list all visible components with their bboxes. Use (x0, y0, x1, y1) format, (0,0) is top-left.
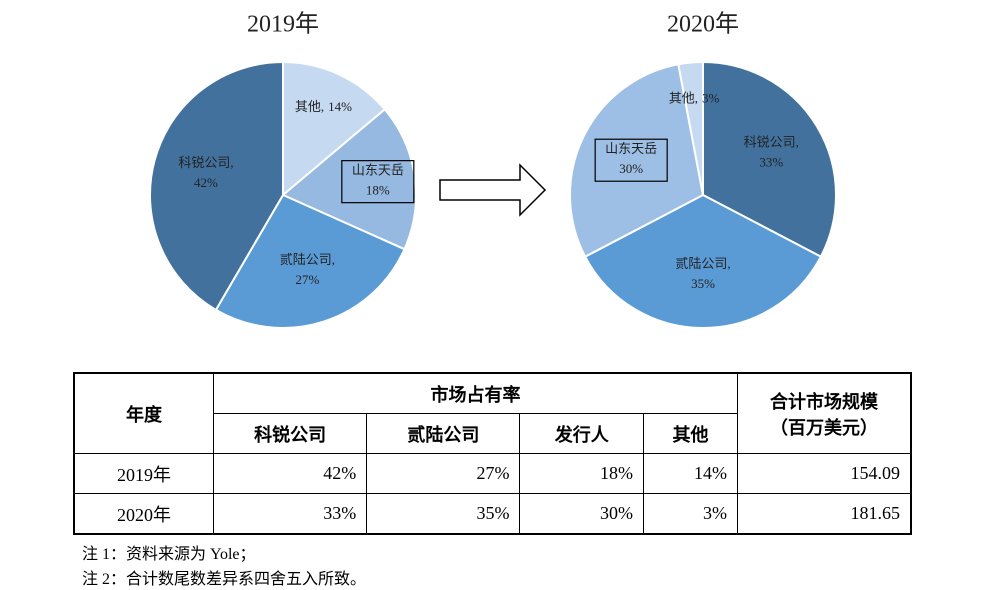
cell: 发行人 (519, 413, 645, 454)
cell: 贰陆公司 (366, 413, 521, 454)
text: 合计市场规模 (770, 391, 878, 413)
cell: 3% (643, 493, 738, 535)
label-box (341, 160, 415, 204)
pie-slice (677, 60, 704, 196)
category: 其他, (295, 99, 324, 114)
pie-slice (281, 107, 417, 251)
cell: 其他 (643, 413, 738, 454)
cell: 18% (519, 453, 645, 494)
category-label: 科锐公司, (744, 135, 799, 150)
slice-label: 其他, 3% (669, 91, 720, 106)
label-box (594, 138, 668, 182)
category: 其他, (669, 91, 698, 106)
cell: 30% (519, 493, 645, 535)
cell: 2019年 (73, 453, 214, 494)
category-label: 山东天岳 (605, 141, 657, 156)
category-label: 贰陆公司, (675, 256, 730, 271)
value-label: 18% (366, 183, 390, 198)
pie-slice (282, 60, 387, 198)
category-label: 贰陆公司, (280, 252, 335, 267)
pie-slice (702, 60, 837, 259)
cell: 14% (643, 453, 738, 494)
charts: 2019年 2020年 其他, 14% 山东天岳 18% 贰陆公司, 27% 科锐公司, 42… (149, 11, 837, 329)
pie-slice (569, 63, 705, 259)
note: 注 2：合计数尾数差异系四舍五入所致。 (82, 571, 367, 588)
cell: 181.65 (737, 493, 912, 535)
cell: 35% (366, 493, 521, 535)
cell: 科锐公司 (212, 413, 368, 454)
cell: 154.09 (737, 453, 912, 494)
text: （百万美元） (770, 417, 878, 439)
chart-title: 2019年 (247, 11, 319, 38)
cell: 年度 (73, 372, 214, 454)
pie-slice (149, 60, 284, 312)
category-label: 山东天岳 (352, 163, 404, 178)
value-label: 42% (194, 175, 218, 190)
note: 注 1：资料来源为 Yole； (82, 546, 256, 563)
value-label: 33% (759, 155, 783, 170)
cell: 2020年 (73, 493, 214, 535)
cell: 42% (212, 453, 368, 494)
pie-slice (214, 193, 406, 329)
market-table: 年度 市场占有率 合计市场规模 （百万美元） 科锐公司 贰陆公司 发行人 其他 2019… (73, 372, 912, 535)
category-label: 科锐公司, (178, 155, 233, 170)
value-label: 3% (702, 91, 720, 106)
value-label: 30% (619, 161, 643, 176)
cell: 27% (366, 453, 521, 494)
value-label: 27% (296, 272, 320, 287)
slice-label: 其他, 14% (295, 99, 352, 114)
pie-slice (583, 193, 823, 329)
chart-title: 2020年 (667, 11, 739, 38)
cell: 合计市场规模 （百万美元） (737, 372, 912, 454)
value-label: 35% (691, 276, 715, 291)
cell: 33% (212, 493, 368, 535)
arrow (439, 163, 547, 217)
cell: 市场占有率 (213, 372, 738, 414)
value-label: 14% (328, 99, 352, 114)
